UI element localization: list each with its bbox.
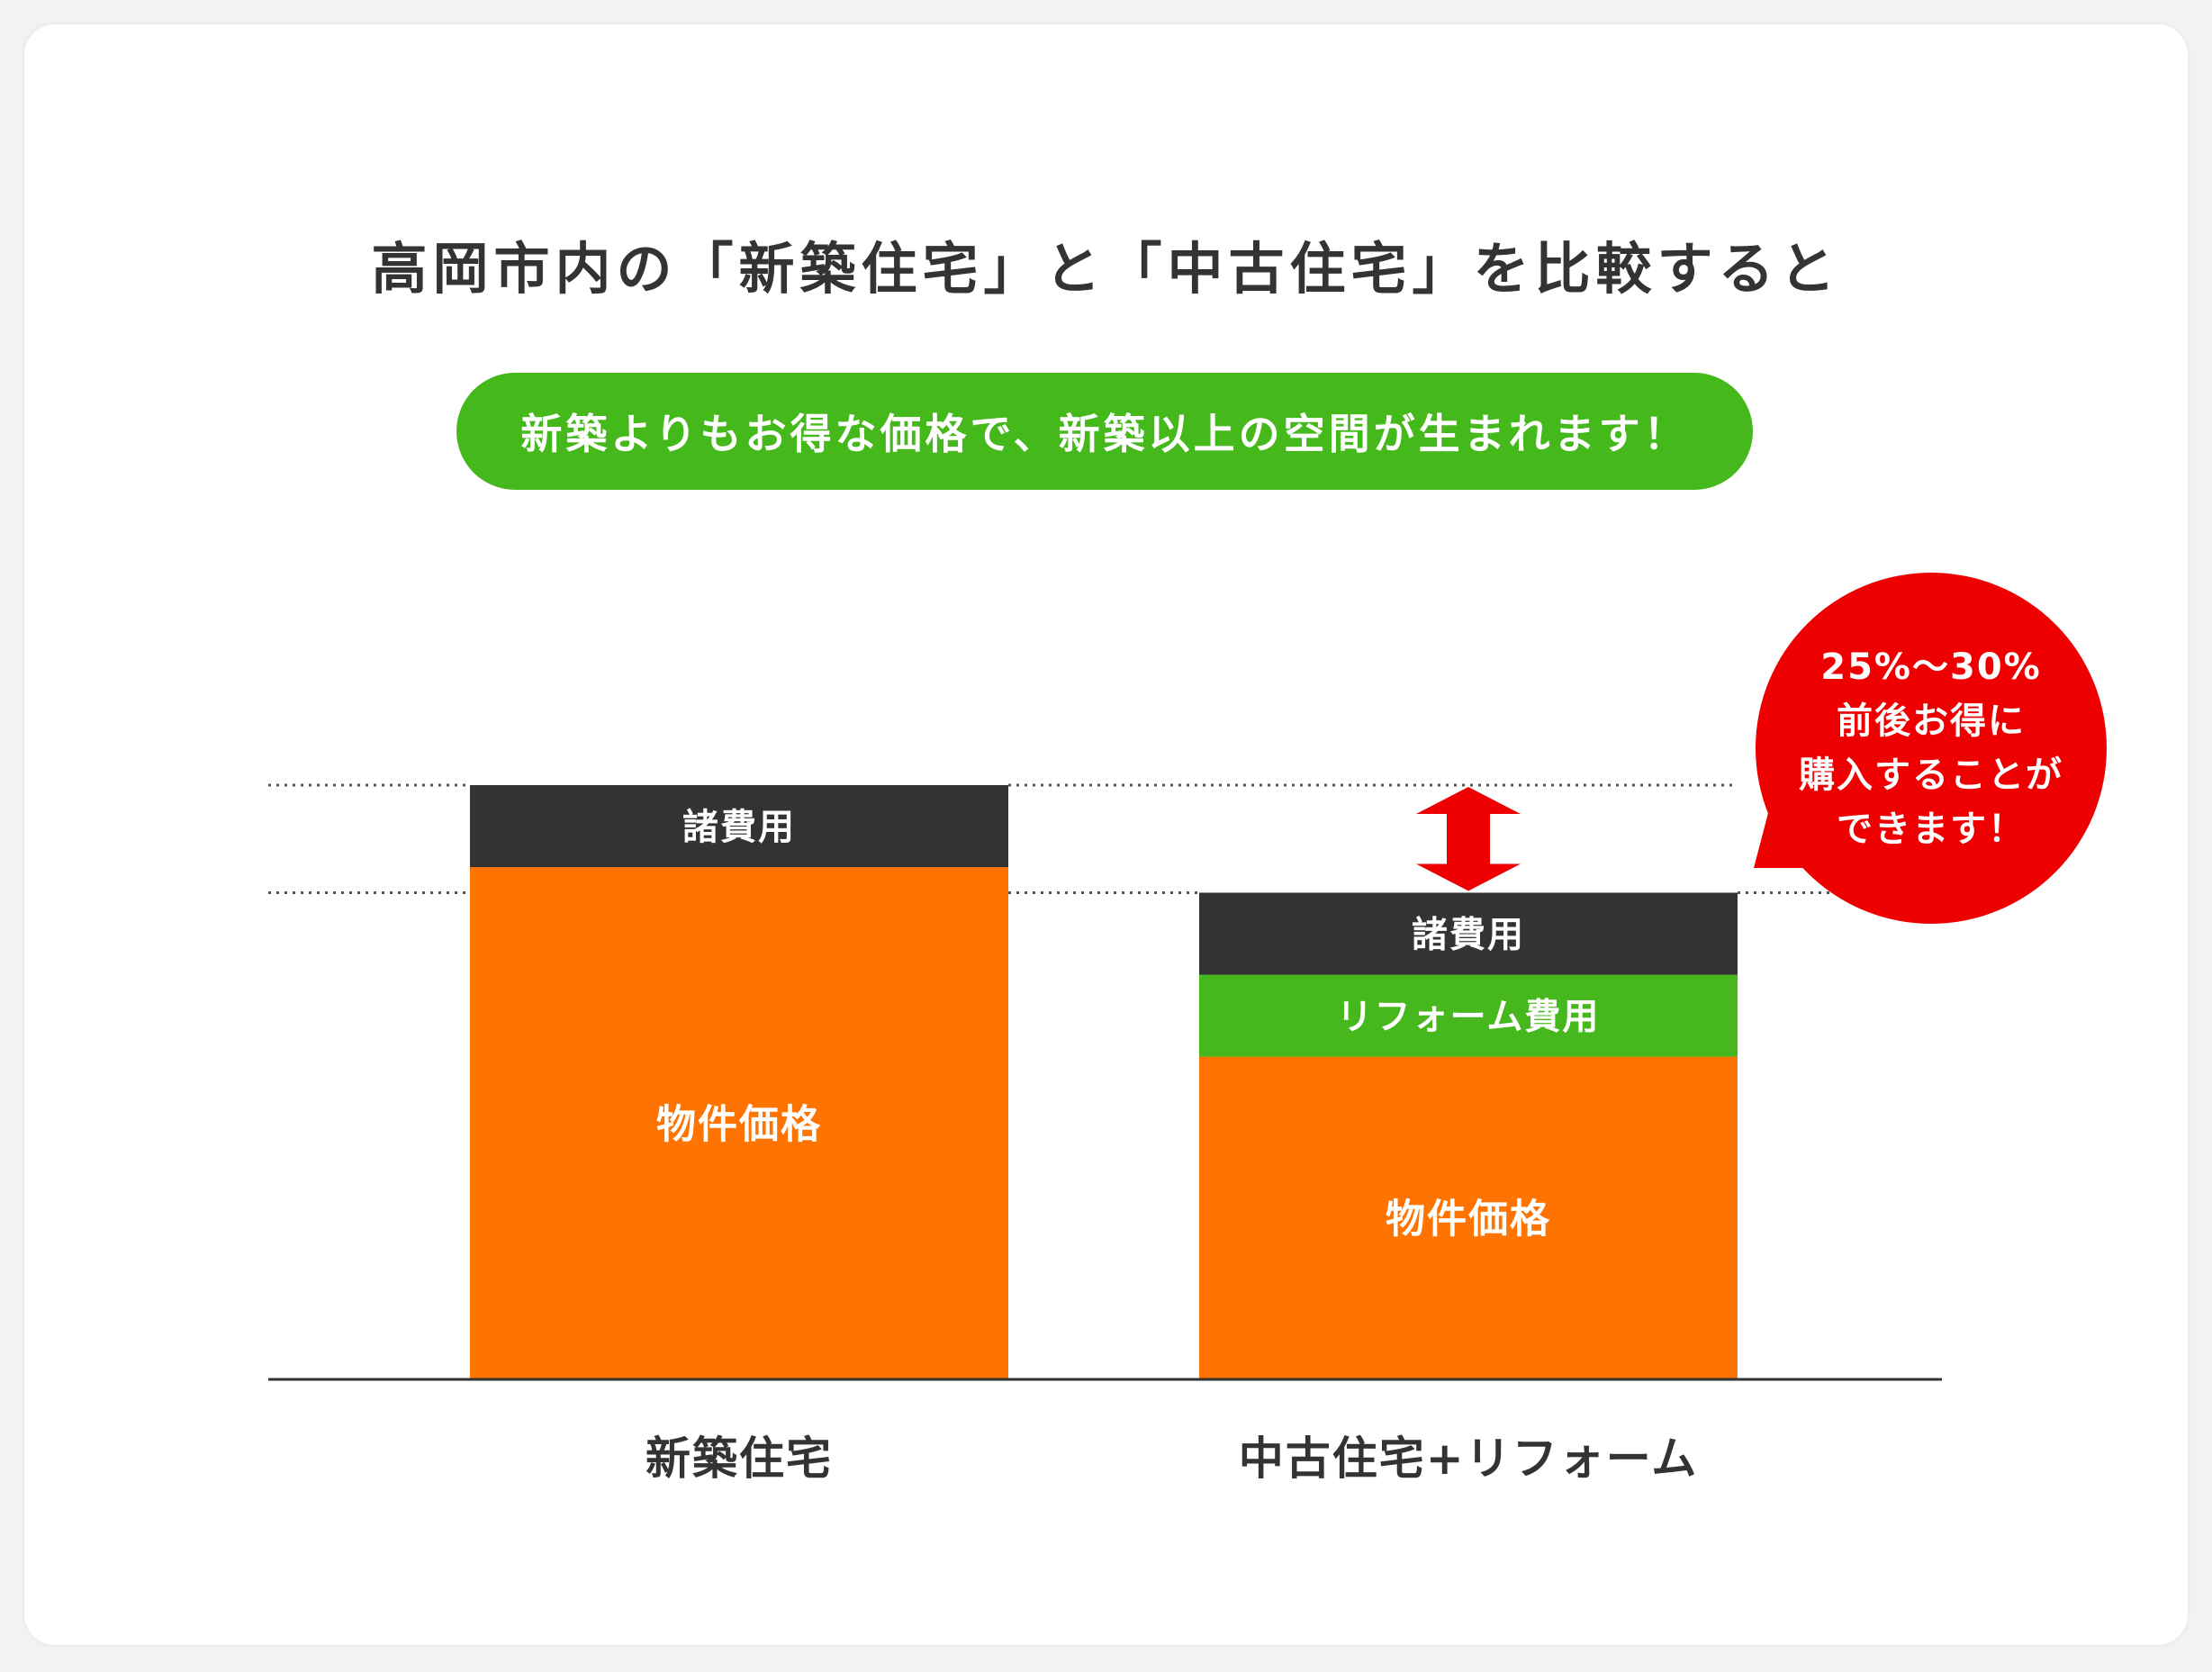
segment-label: 物件価格 (1386, 1197, 1551, 1243)
bar-segment (1199, 892, 1738, 975)
bar-segment (470, 867, 1008, 1379)
savings-callout: 25%〜30% 前後お得に 購入することが できます！ (1756, 573, 2107, 924)
bar-segment (470, 785, 1008, 868)
callout-line-1: 25%〜30% (1820, 646, 2042, 688)
segment-label: リフォーム費用 (1337, 996, 1601, 1037)
bar-segment (1199, 1056, 1738, 1379)
callout-line-3: 購入することが (1799, 755, 2063, 796)
page-title: 高岡市内の「新築住宅」と「中古住宅」を比較すると (371, 236, 1841, 302)
segment-label: 諸費用 (1412, 914, 1525, 955)
category-label: 中古住宅+リフォーム (1239, 1432, 1698, 1485)
segment-label: 物件価格 (656, 1101, 822, 1147)
bar-segment (1199, 974, 1738, 1057)
category-label: 新築住宅 (646, 1432, 833, 1485)
callout-line-2: 前後お得に (1837, 700, 2026, 742)
segment-label: 諸費用 (682, 807, 796, 848)
callout-line-4: できます！ (1837, 809, 2026, 850)
difference-arrow (1416, 787, 1521, 891)
tagline-pill: 新築よりもお得な価格で、新築以上の空間が生まれます！ (456, 373, 1753, 490)
